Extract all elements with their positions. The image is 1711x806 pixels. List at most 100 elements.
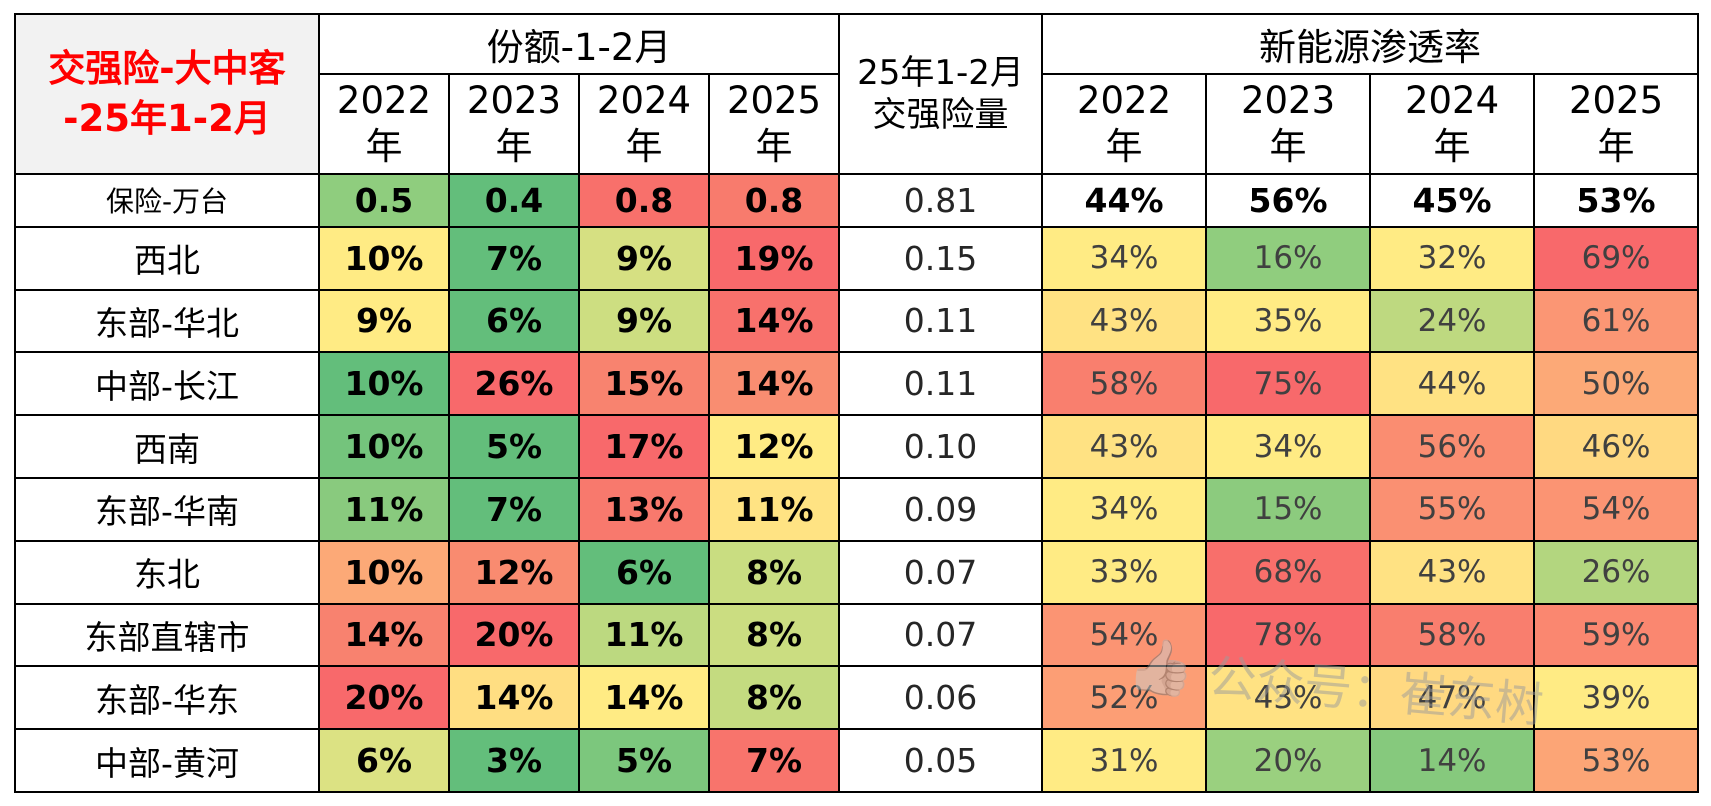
nev-cell: 54% <box>1041 602 1208 668</box>
share-cell: 14% <box>448 665 580 731</box>
share-cell: 7% <box>448 476 580 542</box>
year-suffix: 年 <box>755 125 793 168</box>
volume-cell: 0.07 <box>838 539 1044 605</box>
table-row: 东部直辖市 14% 20% 11% 8% 0.07 54% 78% 58% 59% <box>14 602 1700 668</box>
share-year-2024: 2024 年 <box>578 73 710 175</box>
nev-cell: 45% <box>1369 173 1536 228</box>
share-cell: 5% <box>578 728 710 793</box>
year-number: 2023 <box>466 78 562 122</box>
nev-cell: 15% <box>1205 476 1372 542</box>
nev-cell: 32% <box>1369 225 1536 291</box>
share-cell: 6% <box>318 728 450 793</box>
year-suffix: 年 <box>1433 125 1471 168</box>
share-year-2022: 2022 年 <box>318 73 450 175</box>
volume-cell: 0.81 <box>838 173 1044 228</box>
nev-cell: 56% <box>1205 173 1372 228</box>
share-cell: 19% <box>707 225 841 291</box>
nev-cell: 43% <box>1205 665 1372 731</box>
year-suffix: 年 <box>365 125 403 168</box>
row-label: 中部-黄河 <box>14 728 320 793</box>
year-suffix: 年 <box>625 125 663 168</box>
share-cell: 10% <box>318 414 450 479</box>
year-suffix: 年 <box>1597 125 1635 168</box>
share-cell: 11% <box>318 476 450 542</box>
nev-cell: 24% <box>1369 288 1536 354</box>
volume-cell: 0.05 <box>838 728 1044 793</box>
share-cell: 8% <box>707 602 841 668</box>
share-cell: 13% <box>578 476 710 542</box>
row-label: 东北 <box>14 539 320 605</box>
nev-cell: 46% <box>1533 414 1700 479</box>
nev-cell: 54% <box>1533 476 1700 542</box>
year-number: 2025 <box>726 78 822 122</box>
table-row: 东部-华南 11% 7% 13% 11% 0.09 34% 15% 55% 54% <box>14 476 1700 542</box>
share-cell: 9% <box>578 288 710 354</box>
year-number: 2023 <box>1240 78 1336 122</box>
share-cell: 6% <box>578 539 710 605</box>
nev-cell: 78% <box>1205 602 1372 668</box>
nev-cell: 26% <box>1533 539 1700 605</box>
share-cell: 9% <box>318 288 450 354</box>
row-label: 东部直辖市 <box>14 602 320 668</box>
share-group-header: 份额-1-2月 <box>317 13 841 75</box>
row-label: 中部-长江 <box>14 351 320 417</box>
table-body: 保险-万台 0.5 0.4 0.8 0.8 0.81 44% 56% 45% 53% 西北 10% 7%… <box>14 173 1700 793</box>
table-row: 中部-黄河 6% 3% 5% 7% 0.05 31% 20% 14% 53% <box>14 728 1700 793</box>
nev-cell: 16% <box>1205 225 1372 291</box>
share-cell: 14% <box>318 602 450 668</box>
row-label: 西南 <box>14 414 320 479</box>
share-cell: 10% <box>318 539 450 605</box>
nev-cell: 59% <box>1533 602 1700 668</box>
share-year-2023: 2023 年 <box>448 73 580 175</box>
share-cell: 20% <box>318 665 450 731</box>
nev-cell: 58% <box>1041 351 1208 417</box>
volume-cell: 0.06 <box>838 665 1044 731</box>
nev-cell: 44% <box>1369 351 1536 417</box>
table-row: 西北 10% 7% 9% 19% 0.15 34% 16% 32% 69% <box>14 225 1700 291</box>
share-cell: 11% <box>707 476 841 542</box>
share-cell: 6% <box>448 288 580 354</box>
share-cell: 17% <box>578 414 710 479</box>
nev-cell: 43% <box>1041 414 1208 479</box>
nev-cell: 33% <box>1041 539 1208 605</box>
table-row: 西南 10% 5% 17% 12% 0.10 43% 34% 56% 46% <box>14 414 1700 479</box>
share-cell: 0.4 <box>448 173 580 228</box>
share-cell: 12% <box>448 539 580 605</box>
nev-cell: 44% <box>1041 173 1208 228</box>
volume-cell: 0.11 <box>838 351 1044 417</box>
year-number: 2024 <box>1404 78 1500 122</box>
header-row-groups: 交强险-大中客 -25年1-2月 份额-1-2月 25年1-2月 交强险量 新能… <box>14 13 1700 175</box>
share-cell: 15% <box>578 351 710 417</box>
table-row: 东北 10% 12% 6% 8% 0.07 33% 68% 43% 26% <box>14 539 1700 605</box>
share-cell: 9% <box>578 225 710 291</box>
volume-header-line1: 25年1-2月 <box>857 52 1024 93</box>
volume-cell: 0.09 <box>838 476 1044 542</box>
nev-cell: 61% <box>1533 288 1700 354</box>
share-cell: 8% <box>707 539 841 605</box>
share-cell: 10% <box>318 225 450 291</box>
nev-cell: 43% <box>1041 288 1208 354</box>
nev-cell: 20% <box>1205 728 1372 793</box>
volume-header: 25年1-2月 交强险量 <box>838 13 1044 175</box>
nev-cell: 53% <box>1533 173 1700 228</box>
share-cell: 0.8 <box>578 173 710 228</box>
year-suffix: 年 <box>1269 125 1307 168</box>
volume-cell: 0.10 <box>838 414 1044 479</box>
row-label: 东部-华南 <box>14 476 320 542</box>
share-cell: 11% <box>578 602 710 668</box>
share-cell: 20% <box>448 602 580 668</box>
nev-group-header: 新能源渗透率 <box>1041 13 1700 75</box>
share-year-2025: 2025 年 <box>707 73 841 175</box>
share-cell: 7% <box>707 728 841 793</box>
table-title-line2: -25年1-2月 <box>63 97 271 140</box>
share-cell: 12% <box>707 414 841 479</box>
nev-year-2022: 2022 年 <box>1041 73 1208 175</box>
row-label: 西北 <box>14 225 320 291</box>
nev-cell: 50% <box>1533 351 1700 417</box>
nev-cell: 69% <box>1533 225 1700 291</box>
nev-year-2023: 2023 年 <box>1205 73 1372 175</box>
nev-cell: 53% <box>1533 728 1700 793</box>
share-cell: 10% <box>318 351 450 417</box>
volume-cell: 0.07 <box>838 602 1044 668</box>
